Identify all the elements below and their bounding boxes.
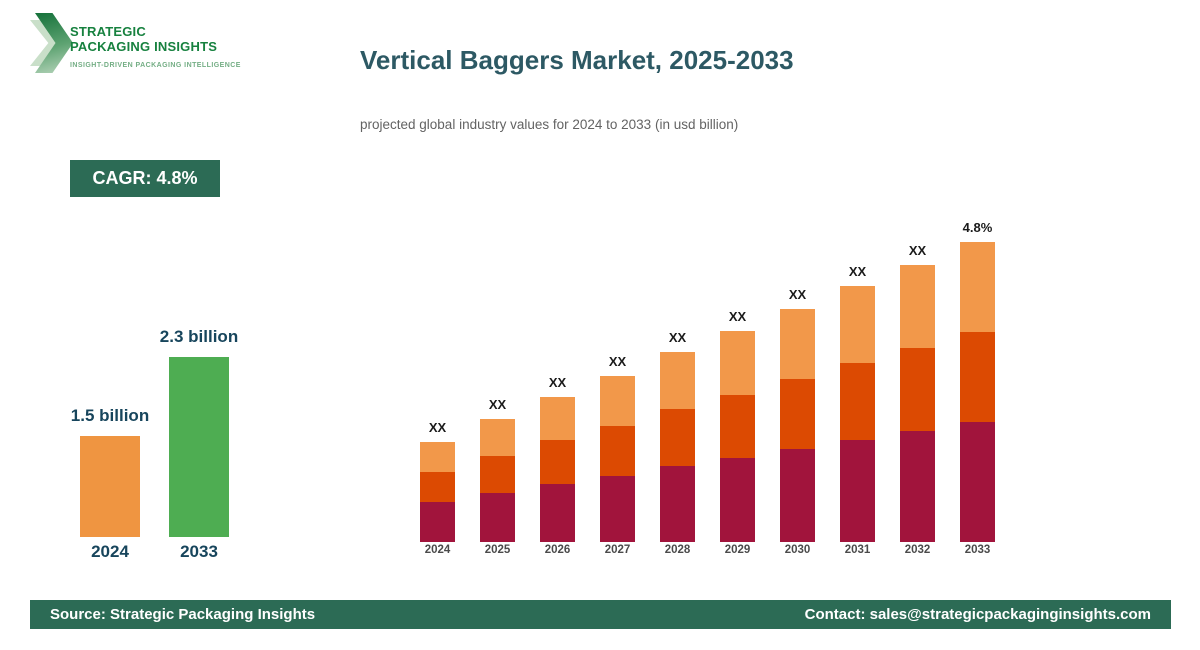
bar-segment-segment-middle bbox=[840, 363, 875, 440]
bar-segment-segment-top bbox=[840, 286, 875, 363]
x-axis-label: 2026 bbox=[544, 544, 571, 556]
logo-chevron-icon bbox=[30, 13, 74, 73]
mini-bar-value-label: 1.5 billion bbox=[70, 406, 150, 425]
bar-segment-segment-top bbox=[480, 419, 515, 456]
brand-tagline: INSIGHT-DRIVEN PACKAGING INTELLIGENCE bbox=[70, 62, 241, 69]
bar-segment-segment-middle bbox=[660, 409, 695, 466]
bar-segment-segment-top bbox=[420, 442, 455, 472]
bar-value-label: XX bbox=[788, 287, 807, 302]
bar-segment-segment-middle bbox=[480, 456, 515, 493]
stacked-bar-column: XX 2026 bbox=[540, 375, 575, 556]
bar-segment-segment-bottom bbox=[480, 493, 515, 542]
stacked-bar-column: XX 2028 bbox=[660, 330, 695, 556]
bar-value-label: XX bbox=[668, 330, 687, 345]
growth-summary-chart: 1.5 billion 2024 2.3 billion 2033 bbox=[71, 327, 238, 562]
bar-segment-segment-middle bbox=[540, 440, 575, 484]
bar-segment-segment-top bbox=[780, 309, 815, 379]
brand-name-line2: PACKAGING INSIGHTS bbox=[70, 39, 218, 54]
bar-segment-segment-bottom bbox=[720, 458, 755, 542]
bar-segment-segment-bottom bbox=[540, 484, 575, 542]
projection-chart: XX 2024 XX 2025 XX 2026 XX 2027 XX 2028 XX 2029 XX 20… bbox=[420, 220, 995, 556]
footer-contact: Contact: sales@strategicpackaginginsight… bbox=[804, 606, 1151, 623]
bar-value-label: XX bbox=[728, 309, 747, 324]
bar-segment-segment-bottom bbox=[900, 431, 935, 542]
bar-segment-segment-top bbox=[960, 242, 995, 332]
page-subtitle: projected global industry values for 202… bbox=[360, 117, 739, 132]
cagr-badge: CAGR: 4.8% bbox=[70, 160, 220, 197]
stacked-bar-column: XX 2025 bbox=[480, 397, 515, 556]
bar-segment-segment-top bbox=[660, 352, 695, 409]
bar-value-label: XX bbox=[848, 264, 867, 279]
page-title: Vertical Baggers Market, 2025-2033 bbox=[360, 45, 794, 75]
x-axis-label: 2029 bbox=[724, 544, 751, 556]
footer-bar: Source: Strategic Packaging Insights Con… bbox=[30, 600, 1171, 629]
bar-segment-segment-bottom bbox=[660, 466, 695, 542]
bar-value-label: XX bbox=[908, 243, 927, 258]
bar-segment-segment-middle bbox=[900, 348, 935, 431]
bar-segment-segment-bottom bbox=[600, 476, 635, 542]
bar-segment-segment-top bbox=[600, 376, 635, 426]
x-axis-label: 2033 bbox=[964, 544, 991, 556]
x-axis-label: 2031 bbox=[844, 544, 871, 556]
brand-name-line1: STRATEGIC bbox=[70, 24, 146, 39]
mini-bar bbox=[169, 357, 229, 537]
brand-text-block: STRATEGIC PACKAGING INSIGHTS INSIGHT-DRI… bbox=[70, 24, 241, 69]
x-axis-label: 2030 bbox=[784, 544, 811, 556]
mini-x-axis-label: 2033 bbox=[180, 542, 218, 561]
x-axis-label: 2028 bbox=[664, 544, 691, 556]
stacked-bar-column: XX 2032 bbox=[900, 243, 935, 556]
bar-segment-segment-bottom bbox=[840, 440, 875, 542]
x-axis-label: 2032 bbox=[904, 544, 931, 556]
mini-x-axis-label: 2024 bbox=[91, 542, 129, 561]
stacked-bar-column: XX 2029 bbox=[720, 309, 755, 556]
mini-bar-column: 2.3 billion 2033 bbox=[160, 327, 238, 562]
mini-bar-value-label: 2.3 billion bbox=[159, 327, 239, 346]
mini-bar-column: 1.5 billion 2024 bbox=[71, 406, 149, 562]
bar-value-label: XX bbox=[488, 397, 507, 412]
bar-segment-segment-middle bbox=[960, 332, 995, 422]
bar-value-label: XX bbox=[548, 375, 567, 390]
bar-value-label: XX bbox=[428, 420, 447, 435]
bar-segment-segment-middle bbox=[780, 379, 815, 449]
x-axis-label: 2027 bbox=[604, 544, 631, 556]
mini-bar bbox=[80, 436, 140, 537]
main-chart-bars: XX 2024 XX 2025 XX 2026 XX 2027 XX 2028 XX 2029 XX 20… bbox=[420, 220, 995, 556]
stacked-bar-column: 4.8% 2033 bbox=[960, 220, 995, 556]
x-axis-label: 2025 bbox=[484, 544, 511, 556]
bar-segment-segment-top bbox=[720, 331, 755, 395]
mini-chart-bars: 1.5 billion 2024 2.3 billion 2033 bbox=[71, 327, 238, 562]
stacked-bar-column: XX 2030 bbox=[780, 287, 815, 556]
bar-segment-segment-bottom bbox=[780, 449, 815, 542]
bar-segment-segment-middle bbox=[720, 395, 755, 458]
footer-source: Source: Strategic Packaging Insights bbox=[50, 606, 316, 623]
stacked-bar-column: XX 2031 bbox=[840, 264, 875, 556]
bar-segment-segment-bottom bbox=[960, 422, 995, 542]
bar-segment-segment-middle bbox=[420, 472, 455, 502]
x-axis-label: 2024 bbox=[424, 544, 451, 556]
bar-value-label: 4.8% bbox=[962, 220, 993, 235]
stacked-bar-column: XX 2027 bbox=[600, 354, 635, 556]
bar-segment-segment-top bbox=[900, 265, 935, 348]
bar-value-label: XX bbox=[608, 354, 627, 369]
bar-segment-segment-middle bbox=[600, 426, 635, 476]
bar-segment-segment-bottom bbox=[420, 502, 455, 542]
stacked-bar-column: XX 2024 bbox=[420, 420, 455, 556]
bar-segment-segment-top bbox=[540, 397, 575, 440]
